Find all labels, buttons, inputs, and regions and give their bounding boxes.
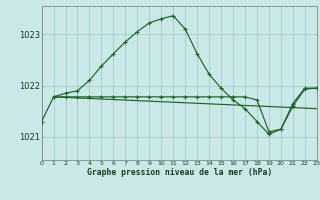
X-axis label: Graphe pression niveau de la mer (hPa): Graphe pression niveau de la mer (hPa): [87, 168, 272, 177]
